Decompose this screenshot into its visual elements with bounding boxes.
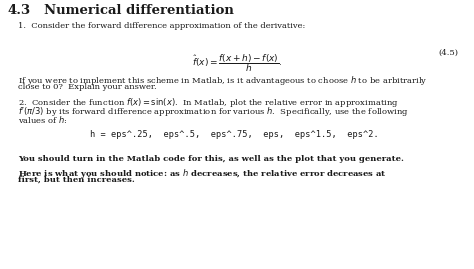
- Text: Here is what you should notice: as $h$ decreases, the relative error decreases a: Here is what you should notice: as $h$ d…: [18, 167, 387, 180]
- Text: close to 0?  Explain your answer.: close to 0? Explain your answer.: [18, 83, 156, 91]
- Text: 1.  Consider the forward difference approximation of the derivative:: 1. Consider the forward difference appro…: [18, 22, 305, 30]
- Text: 2.  Consider the function $f(x) = \sin(x)$.  In Matlab, plot the relative error : 2. Consider the function $f(x) = \sin(x)…: [18, 96, 399, 109]
- Text: You should turn in the Matlab code for this, as well as the plot that you genera: You should turn in the Matlab code for t…: [18, 155, 404, 163]
- Text: If you were to implement this scheme in Matlab, is it advantageous to choose $h$: If you were to implement this scheme in …: [18, 74, 428, 87]
- Text: 4.3: 4.3: [8, 4, 31, 17]
- Text: $\hat{f}(x) = \dfrac{f(x+h)-f(x)}{h}.$: $\hat{f}(x) = \dfrac{f(x+h)-f(x)}{h}.$: [192, 52, 282, 74]
- Text: first, but then increases.: first, but then increases.: [18, 176, 135, 184]
- Text: h = eps^.25,  eps^.5,  eps^.75,  eps,  eps^1.5,  eps^2.: h = eps^.25, eps^.5, eps^.75, eps, eps^1…: [90, 130, 379, 139]
- Text: (4.5): (4.5): [438, 49, 458, 57]
- Text: Numerical differentiation: Numerical differentiation: [44, 4, 234, 17]
- Text: $f'(\pi/3)$ by its forward difference approximation for various $h$.  Specifical: $f'(\pi/3)$ by its forward difference ap…: [18, 105, 409, 118]
- Text: values of $h$:: values of $h$:: [18, 114, 68, 125]
